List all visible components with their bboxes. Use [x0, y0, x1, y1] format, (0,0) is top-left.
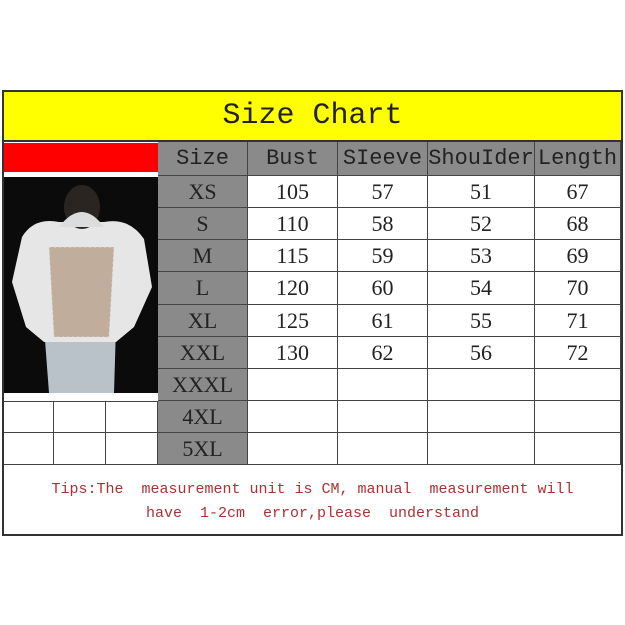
table-cell: 60 [338, 272, 428, 305]
header-size: Size [158, 142, 248, 176]
product-photo [4, 177, 158, 393]
table-cell [535, 401, 621, 433]
table-cell: 105 [248, 176, 338, 208]
table-cell: 130 [248, 337, 338, 369]
size-label: XS [158, 176, 248, 208]
header-bust: Bust [248, 142, 338, 176]
table-cell [428, 401, 535, 433]
table-cell: 51 [428, 176, 535, 208]
header-shouider: ShouIder [428, 142, 535, 176]
tips-line-2: have 1-2cm error,please understand [145, 505, 480, 522]
measurement-tips: Tips:The measurement unit is CM, manual … [4, 466, 621, 534]
empty-cell [4, 401, 54, 433]
empty-cell [106, 401, 158, 433]
table-cell [338, 433, 428, 465]
table-cell [535, 369, 621, 401]
size-label: 5XL [158, 433, 248, 465]
table-cell [535, 433, 621, 465]
size-label: L [158, 272, 248, 305]
table-cell: 62 [338, 337, 428, 369]
table-cell: 69 [535, 240, 621, 272]
table-cell [428, 369, 535, 401]
table-cell: 56 [428, 337, 535, 369]
size-label: S [158, 208, 248, 240]
header-sieeve: SIeeve [338, 142, 428, 176]
size-label: XL [158, 305, 248, 337]
table-cell [248, 369, 338, 401]
table-cell: 120 [248, 272, 338, 305]
table-cell: 57 [338, 176, 428, 208]
table-cell: 110 [248, 208, 338, 240]
table-cell: 72 [535, 337, 621, 369]
table-cell: 115 [248, 240, 338, 272]
table-cell: 61 [338, 305, 428, 337]
size-label: XXL [158, 337, 248, 369]
table-cell [248, 433, 338, 465]
header-length: Length [535, 142, 621, 176]
empty-cell [106, 433, 158, 465]
hoodie-model-image [4, 177, 158, 393]
empty-cell [54, 433, 106, 465]
table-cell: 125 [248, 305, 338, 337]
tips-line-1: Tips:The measurement unit is CM, manual … [51, 481, 574, 498]
size-label: XXXL [158, 369, 248, 401]
table-cell: 53 [428, 240, 535, 272]
empty-cell [4, 433, 54, 465]
table-cell: 54 [428, 272, 535, 305]
table-cell: 70 [535, 272, 621, 305]
red-accent-bar [4, 143, 158, 172]
size-label: M [158, 240, 248, 272]
empty-cell [54, 401, 106, 433]
chart-title: Size Chart [2, 90, 623, 142]
table-cell: 68 [535, 208, 621, 240]
table-cell: 55 [428, 305, 535, 337]
table-cell: 59 [338, 240, 428, 272]
table-cell [338, 369, 428, 401]
table-cell: 58 [338, 208, 428, 240]
size-label: 4XL [158, 401, 248, 433]
table-cell: 71 [535, 305, 621, 337]
table-cell: 52 [428, 208, 535, 240]
table-cell [428, 433, 535, 465]
table-cell: 67 [535, 176, 621, 208]
table-cell [248, 401, 338, 433]
table-cell [338, 401, 428, 433]
